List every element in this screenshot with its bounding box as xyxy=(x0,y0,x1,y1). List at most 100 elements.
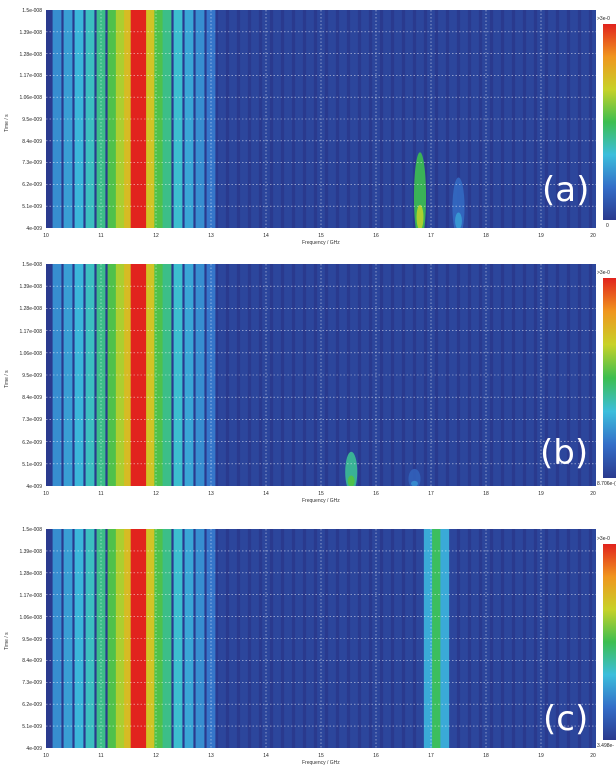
x-tick-label: 14 xyxy=(263,491,269,497)
y-tick-label: 1.5e-008 xyxy=(22,8,42,14)
y-tick-label: 5.1e-009 xyxy=(22,204,42,210)
x-tick-label: 10 xyxy=(43,753,49,759)
heatmap-column xyxy=(548,264,556,486)
heatmap-band xyxy=(184,529,194,748)
y-tick-label: 1.06e-008 xyxy=(19,95,42,101)
heatmap-column xyxy=(416,264,424,486)
heatmap-column xyxy=(592,529,596,748)
y-tick-label: 6.2e-009 xyxy=(22,702,42,708)
x-tick-label: 19 xyxy=(538,233,544,239)
heatmap-column xyxy=(592,10,596,228)
heatmap-column xyxy=(570,264,578,486)
heatmap-band xyxy=(107,264,117,486)
y-tick-label: 1.39e-008 xyxy=(19,284,42,290)
heatmap-column xyxy=(405,10,413,228)
heatmap-column xyxy=(273,10,281,228)
heatmap-band xyxy=(130,264,149,486)
panel-label-a: (a) xyxy=(542,170,590,210)
heatmap-feature xyxy=(345,451,358,486)
heatmap-column xyxy=(262,264,270,486)
y-tick-label: 8.4e-009 xyxy=(22,139,42,145)
heatmap-column xyxy=(570,529,578,748)
heatmap-column xyxy=(592,264,596,486)
heatmap-column xyxy=(240,264,248,486)
x-tick-label: 17 xyxy=(428,753,434,759)
y-tick-label: 1.28e-008 xyxy=(19,306,42,312)
heatmap-band xyxy=(162,529,172,748)
heatmap-band xyxy=(146,529,155,748)
heatmap-column xyxy=(471,10,479,228)
x-tick-label: 20 xyxy=(590,491,596,497)
y-tick-label: 6.2e-009 xyxy=(22,440,42,446)
panel-b: 1.5e-008 1.39e-008 1.28e-008 1.17e-008 1… xyxy=(0,258,616,514)
heatmap-column xyxy=(493,264,501,486)
y-axis-label: Time / s xyxy=(4,632,10,650)
heatmap-band xyxy=(130,10,149,228)
heatmap-svg-a xyxy=(46,10,596,228)
heatmap-feature-core xyxy=(411,480,418,486)
heatmap-column xyxy=(339,264,347,486)
y-tick-label: 9.5e-009 xyxy=(22,117,42,123)
x-tick-label: 14 xyxy=(263,753,269,759)
heatmap-band xyxy=(173,264,183,486)
heatmap-feature-core xyxy=(416,204,424,228)
y-tick-label: 8.4e-009 xyxy=(22,658,42,664)
x-tick-label: 11 xyxy=(98,753,104,759)
heatmap-column xyxy=(328,529,336,748)
x-tick-label: 13 xyxy=(208,753,214,759)
x-tick-label: 20 xyxy=(590,753,596,759)
heatmap-band xyxy=(107,10,117,228)
x-tick-label: 17 xyxy=(428,491,434,497)
y-tick-label: 5.1e-009 xyxy=(22,462,42,468)
heatmap-feature xyxy=(452,177,465,228)
heatmap-column xyxy=(251,264,259,486)
y-axis-label: Time / s xyxy=(4,370,10,388)
y-tick-label: 5.1e-009 xyxy=(22,724,42,730)
x-tick-label: 16 xyxy=(373,753,379,759)
colorbar-max-label: >3e-0 xyxy=(597,270,610,276)
y-tick-label: 9.5e-009 xyxy=(22,637,42,643)
heatmap-column xyxy=(240,10,248,228)
heatmap-band xyxy=(96,264,106,486)
heatmap-plot-b xyxy=(46,264,596,486)
x-tick-label: 10 xyxy=(43,233,49,239)
heatmap-feature xyxy=(408,468,421,486)
heatmap-band xyxy=(130,529,149,748)
heatmap-band xyxy=(124,264,133,486)
colorbar-c xyxy=(603,544,616,740)
panel-c: 1.5e-008 1.39e-008 1.28e-008 1.17e-008 1… xyxy=(0,516,616,767)
colorbar-max-label: >3e-0 xyxy=(597,16,610,22)
heatmap-column xyxy=(548,10,556,228)
x-tick-label: 15 xyxy=(318,753,324,759)
heatmap-column xyxy=(394,264,402,486)
colorbar-min-label: 0 xyxy=(606,223,609,229)
heatmap-band xyxy=(85,529,95,748)
heatmap-band xyxy=(124,10,133,228)
heatmap-column xyxy=(416,529,424,748)
y-tick-label: 8.4e-009 xyxy=(22,395,42,401)
panel-label-c: (c) xyxy=(543,699,589,739)
heatmap-column xyxy=(493,529,501,748)
heatmap-column xyxy=(416,10,424,228)
x-axis-label: Frequency / GHz xyxy=(302,240,340,246)
x-tick-label: 13 xyxy=(208,233,214,239)
y-tick-label: 1.39e-008 xyxy=(19,30,42,36)
heatmap-plot-a xyxy=(46,10,596,228)
heatmap-column xyxy=(471,529,479,748)
y-tick-label: 9.5e-009 xyxy=(22,373,42,379)
heatmap-band xyxy=(85,264,95,486)
colorbar-a xyxy=(603,24,616,220)
x-tick-label: 16 xyxy=(373,233,379,239)
x-tick-label: 12 xyxy=(153,233,159,239)
heatmap-column xyxy=(482,264,490,486)
x-tick-label: 12 xyxy=(153,753,159,759)
y-tick-label: 1.5e-008 xyxy=(22,527,42,533)
x-tick-label: 11 xyxy=(98,491,104,497)
y-tick-label: 1.28e-008 xyxy=(19,52,42,58)
heatmap-band xyxy=(85,10,95,228)
y-tick-label: 1.17e-008 xyxy=(19,593,42,599)
y-tick-label: 1.39e-008 xyxy=(19,549,42,555)
heatmap-svg-c xyxy=(46,529,596,748)
colorbar-b xyxy=(603,278,616,478)
heatmap-feature-core xyxy=(347,475,355,486)
